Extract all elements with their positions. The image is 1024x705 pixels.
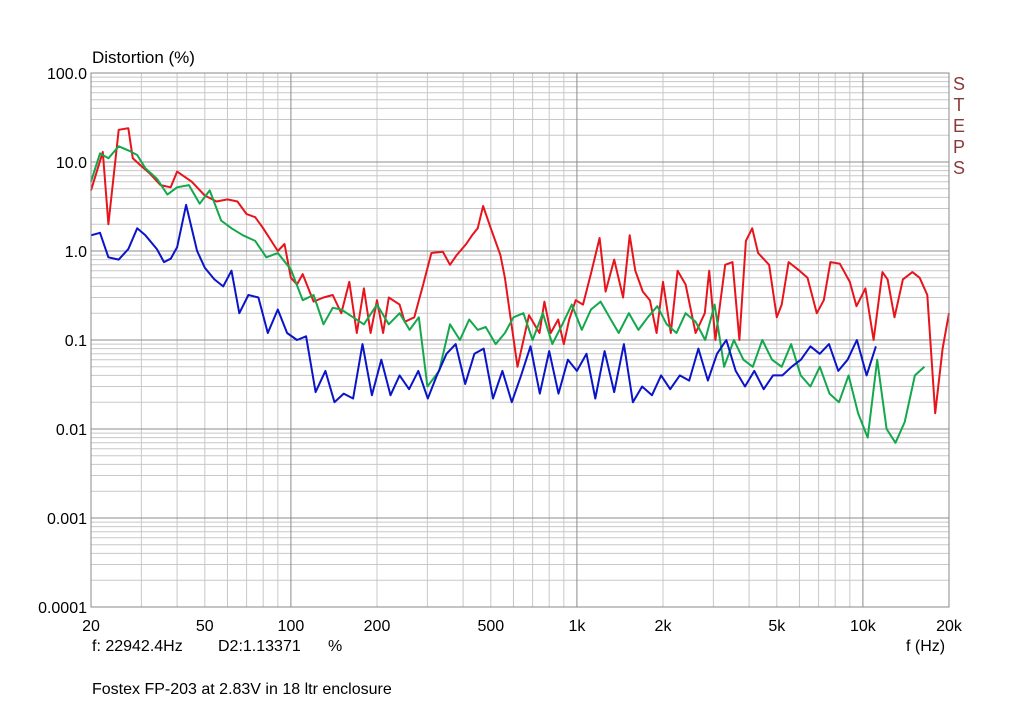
series-line-2 <box>90 145 926 444</box>
tick-labels: 20 50 100 200 500 1k 2k 5k 10k 20k 100.0 10.0 1.0 0.1… <box>38 66 963 635</box>
x-tick-label: 500 <box>477 618 504 635</box>
readout-unit: % <box>328 638 343 655</box>
x-tick-label: 200 <box>364 618 391 635</box>
chart-caption: Fostex FP-203 at 2.83V in 18 ltr enclosu… <box>92 681 392 698</box>
x-axis-title: f (Hz) <box>906 638 946 655</box>
plot-frame <box>90 72 950 608</box>
series-layer <box>90 127 950 444</box>
x-tick-label: 100 <box>278 618 305 635</box>
frequency-readout: f: 22942.4Hz <box>92 638 183 655</box>
x-tick-label: 10k <box>850 618 877 635</box>
y-tick-label: 10.0 <box>56 155 87 172</box>
series-line-3 <box>90 203 877 404</box>
x-tick-label: 1k <box>568 618 586 635</box>
watermark-letter: T <box>953 95 965 115</box>
x-tick-label: 50 <box>196 618 214 635</box>
watermark-letter: E <box>952 116 965 136</box>
x-tick-label: 20 <box>82 618 100 635</box>
y-tick-label: 0.0001 <box>38 600 87 617</box>
y-tick-label: 100.0 <box>47 66 87 83</box>
x-tick-label: 2k <box>655 618 673 635</box>
watermark-letter: S <box>952 158 965 178</box>
watermark-letter: P <box>952 137 965 157</box>
y-tick-label: 0.1 <box>65 333 87 350</box>
series-line-1 <box>90 127 950 415</box>
x-tick-label: 20k <box>936 618 963 635</box>
steps-watermark: S T E P S <box>950 74 968 179</box>
watermark-letter: S <box>952 74 965 94</box>
y-tick-label: 0.001 <box>47 511 87 528</box>
y-axis-title: Distortion (%) <box>92 48 195 67</box>
y-tick-label: 1.0 <box>65 244 87 261</box>
x-tick-label: 5k <box>768 618 786 635</box>
d2-readout: D2:1.13371 <box>218 638 301 655</box>
y-tick-label: 0.01 <box>56 422 87 439</box>
